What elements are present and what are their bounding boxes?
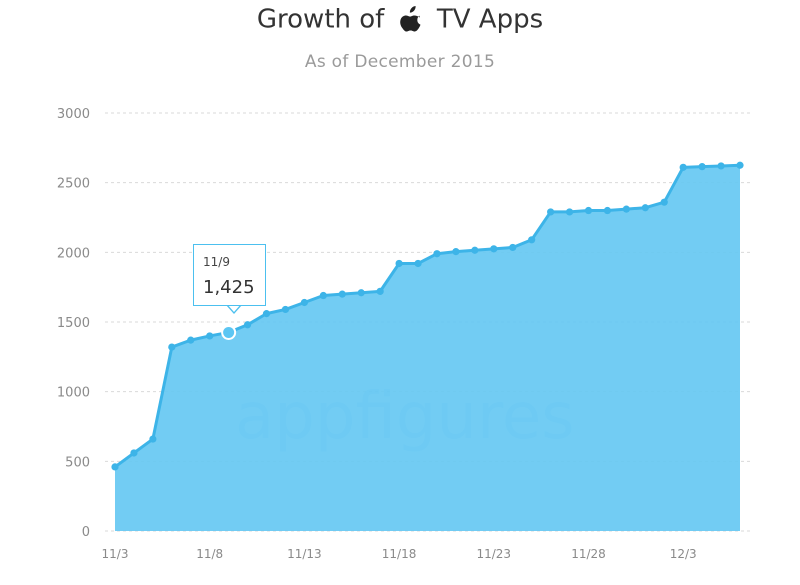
data-point [149, 435, 157, 443]
data-point [281, 305, 290, 314]
y-tick-label: 2000 [57, 246, 90, 261]
x-tick-label: 11/28 [571, 547, 606, 561]
data-point [243, 321, 252, 329]
data-point [584, 206, 593, 215]
data-point [376, 287, 384, 295]
data-point [300, 298, 308, 307]
y-tick-label: 0 [82, 525, 90, 540]
data-point [130, 449, 138, 457]
y-tick-label: 3000 [57, 107, 90, 122]
x-tick-label: 11/8 [196, 547, 223, 561]
data-point [111, 463, 119, 471]
data-tooltip: 11/9 1,425 [193, 244, 266, 306]
data-point [452, 248, 460, 256]
series-points [111, 161, 744, 471]
x-axis: 11/3 11/8 11/13 11/18 11/23 11/28 12/3 [102, 547, 697, 561]
y-tick-label: 2500 [57, 177, 90, 192]
data-point [736, 161, 744, 169]
data-point [319, 291, 327, 300]
chart-subtitle: As of December 2015 [304, 52, 496, 72]
data-point [528, 236, 536, 244]
tooltip-pointer-inner [227, 304, 241, 312]
data-point [622, 205, 630, 213]
data-point [168, 343, 176, 351]
data-point [338, 290, 346, 298]
x-tick-label: 11/23 [476, 547, 511, 561]
data-point [565, 208, 574, 216]
chart-title: Growth of TV Apps [0, 4, 800, 35]
y-tick-label: 1500 [57, 316, 90, 331]
title-suffix: TV Apps [436, 4, 544, 35]
tooltip-value: 1,425 [203, 277, 255, 298]
data-point [395, 259, 403, 268]
title-prefix: Growth of [256, 4, 385, 35]
area-fill [115, 165, 740, 531]
data-point [433, 250, 441, 258]
x-tick-label: 11/13 [287, 547, 322, 561]
x-tick-label: 11/3 [102, 547, 129, 561]
data-point [717, 162, 725, 170]
x-tick-label: 12/3 [670, 547, 697, 561]
x-tick-label: 11/18 [382, 547, 417, 561]
series-line [114, 163, 741, 469]
data-point [660, 198, 668, 206]
data-point [206, 332, 214, 340]
y-tick-label: 500 [65, 455, 90, 470]
data-point [187, 336, 195, 344]
data-point [262, 310, 271, 318]
data-point [509, 243, 517, 252]
data-point [698, 163, 706, 171]
apple-logo-icon [399, 5, 421, 32]
data-point [357, 289, 365, 297]
highlighted-point [221, 324, 237, 340]
data-point [490, 245, 498, 253]
data-point [471, 246, 479, 254]
data-point [603, 206, 612, 215]
data-point [641, 204, 649, 212]
y-tick-label: 1000 [57, 386, 90, 401]
data-point [414, 259, 422, 268]
tooltip-date: 11/9 [203, 255, 230, 269]
y-axis: 0 500 1000 1500 2000 2500 3000 [57, 107, 90, 540]
series-area [114, 163, 741, 531]
data-point [679, 163, 687, 171]
data-point [547, 208, 555, 216]
